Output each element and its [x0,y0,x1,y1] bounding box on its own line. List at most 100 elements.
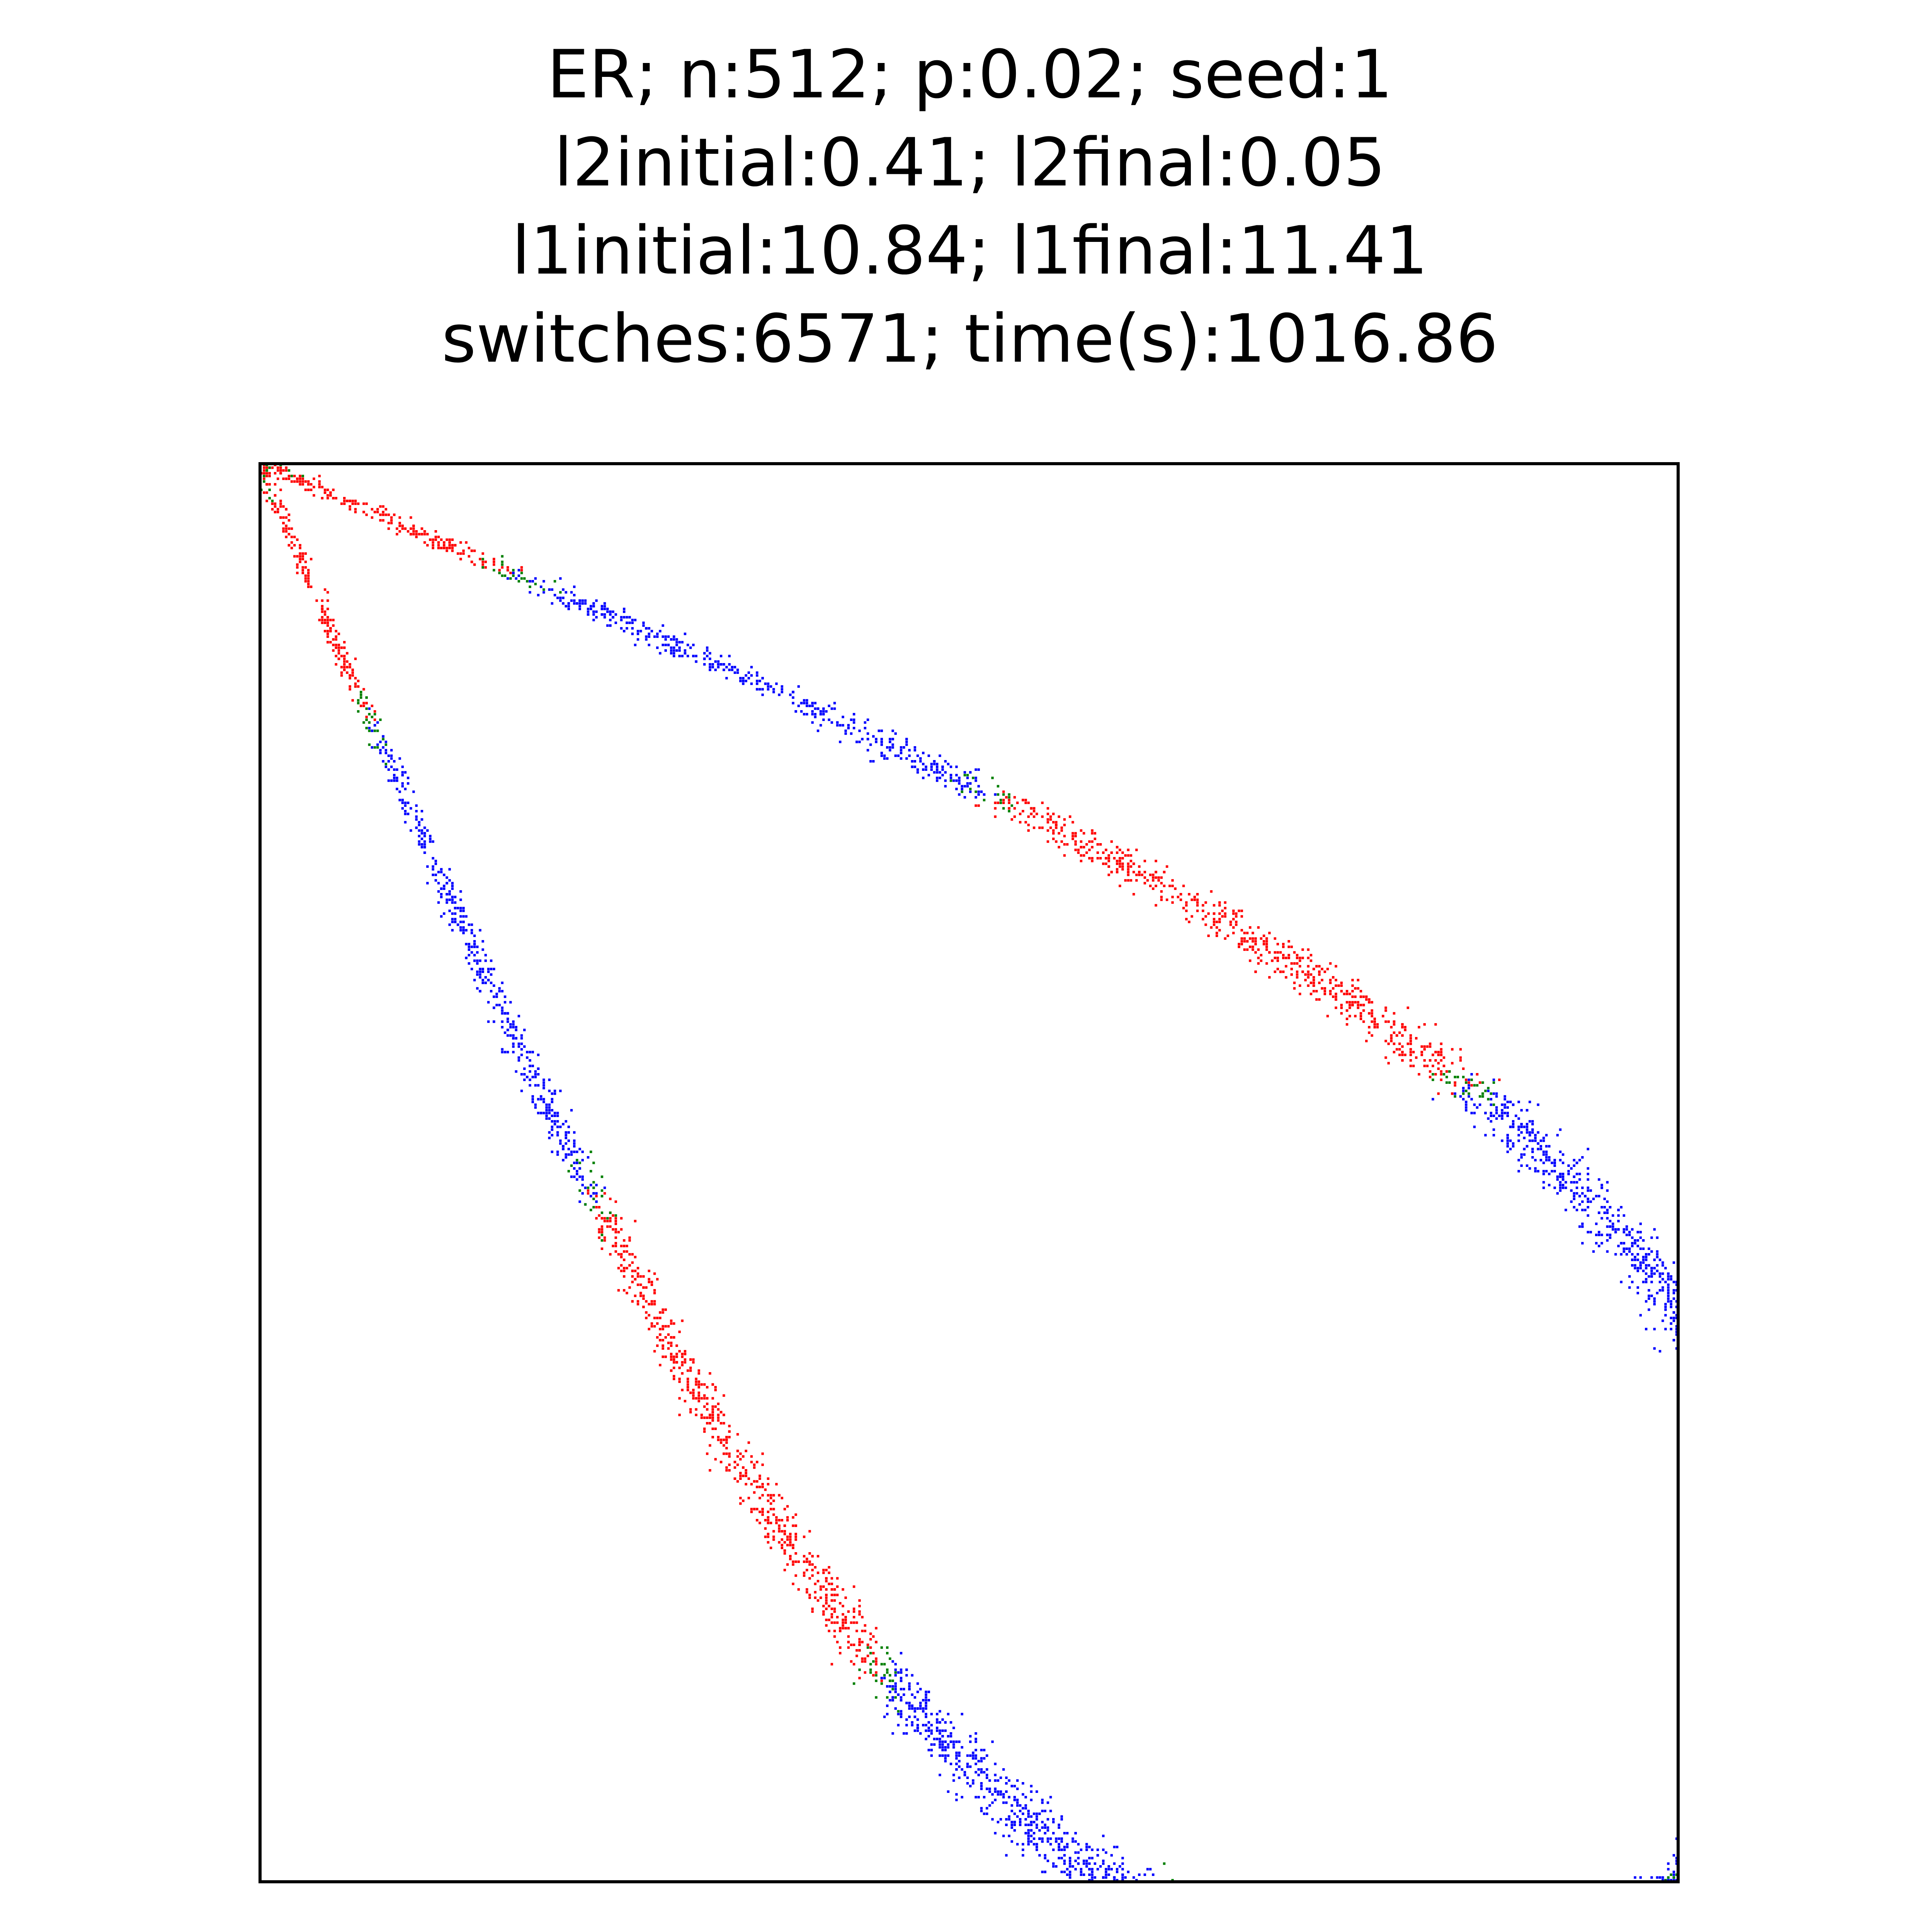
red-matrix-entry [836,1621,839,1624]
blue-matrix-entry [936,771,939,774]
blue-matrix-entry [573,1131,576,1134]
blue-matrix-entry [1581,1223,1584,1225]
red-matrix-entry [321,497,324,500]
red-matrix-entry [1265,962,1268,965]
blue-matrix-entry [836,724,839,727]
blue-matrix-entry [1063,1871,1066,1873]
blue-matrix-entry [1645,1278,1648,1281]
blue-matrix-entry [1548,1145,1551,1148]
blue-matrix-entry [437,901,440,904]
red-matrix-entry [410,533,412,536]
blue-matrix-entry [1002,1835,1005,1837]
blue-matrix-entry [922,1707,925,1710]
blue-matrix-entry [1667,1868,1670,1871]
blue-matrix-entry [1570,1189,1573,1192]
blue-matrix-entry [1044,1832,1046,1835]
red-matrix-entry [623,1250,626,1253]
blue-matrix-entry [1648,1294,1650,1297]
red-matrix-entry [285,530,287,533]
blue-matrix-entry [1002,1796,1005,1799]
red-matrix-entry [1287,956,1290,959]
red-matrix-entry [603,1192,606,1195]
blue-matrix-entry [1013,1799,1016,1801]
red-matrix-entry [1218,901,1221,904]
blue-matrix-entry [1561,1153,1565,1156]
blue-matrix-entry [991,1740,994,1743]
red-matrix-entry [723,1394,725,1397]
blue-matrix-entry [1501,1112,1503,1114]
blue-matrix-entry [1058,1843,1060,1846]
blue-matrix-entry [1662,1264,1664,1267]
blue-matrix-entry [913,749,917,752]
red-matrix-entry [1049,827,1052,829]
blue-matrix-entry [852,713,855,716]
blue-matrix-entry [944,760,947,763]
blue-matrix-entry [1606,1181,1609,1184]
blue-matrix-entry [925,765,927,768]
red-matrix-entry [822,1569,825,1571]
blue-matrix-entry [628,621,631,624]
blue-matrix-entry [717,660,720,663]
red-matrix-entry [1287,940,1290,943]
blue-matrix-entry [869,760,872,763]
blue-matrix-entry [626,621,628,624]
red-matrix-entry [451,544,454,547]
blue-matrix-entry [977,1760,980,1763]
red-matrix-entry [803,1574,806,1577]
red-matrix-entry [830,1577,833,1580]
green-matrix-entry [869,1668,872,1671]
blue-matrix-entry [387,768,390,771]
blue-matrix-entry [880,752,883,754]
blue-matrix-entry [789,693,792,696]
red-matrix-entry [274,472,277,474]
red-matrix-entry [418,533,421,536]
red-matrix-entry [1002,790,1005,793]
red-matrix-entry [1307,976,1310,979]
red-matrix-entry [1249,959,1252,962]
red-matrix-entry [767,1536,770,1538]
blue-matrix-entry [941,1746,944,1749]
red-matrix-entry [725,1441,728,1444]
red-matrix-entry [670,1344,673,1347]
blue-matrix-entry [1063,1849,1066,1851]
red-matrix-entry [337,633,340,635]
red-matrix-entry [684,1358,687,1361]
green-matrix-entry [875,1674,878,1677]
blue-matrix-entry [949,1740,952,1743]
blue-matrix-entry [1634,1267,1636,1270]
red-matrix-entry [797,1560,800,1563]
blue-matrix-entry [842,724,844,727]
red-matrix-entry [1276,959,1279,962]
red-matrix-entry [678,1413,681,1417]
blue-matrix-entry [423,832,426,835]
blue-matrix-entry [963,771,966,774]
blue-matrix-entry [1603,1211,1606,1214]
red-matrix-entry [282,469,285,472]
blue-matrix-entry [936,765,939,768]
green-matrix-entry [897,1710,900,1713]
blue-matrix-entry [1670,1278,1672,1281]
red-matrix-entry [1232,918,1235,920]
blue-matrix-entry [1041,1826,1044,1829]
blue-matrix-entry [1063,1859,1066,1862]
blue-matrix-entry [506,1034,509,1037]
blue-matrix-entry [623,607,626,611]
blue-matrix-entry [930,765,933,768]
blue-matrix-entry [891,1685,894,1688]
blue-matrix-entry [952,1779,955,1782]
blue-matrix-entry [975,777,977,779]
blue-matrix-entry [977,1796,980,1799]
red-matrix-entry [664,1308,667,1311]
red-matrix-entry [1409,1034,1412,1037]
red-matrix-entry [1082,832,1085,835]
blue-matrix-entry [1010,1785,1013,1787]
blue-matrix-entry [991,1793,994,1796]
green-matrix-entry [379,718,382,721]
blue-matrix-entry [1553,1164,1556,1167]
red-matrix-entry [1185,910,1188,912]
blue-matrix-entry [944,1729,947,1732]
red-matrix-entry [1196,893,1199,896]
red-matrix-entry [327,624,329,627]
red-matrix-entry [406,530,410,533]
blue-matrix-entry [1509,1126,1512,1128]
